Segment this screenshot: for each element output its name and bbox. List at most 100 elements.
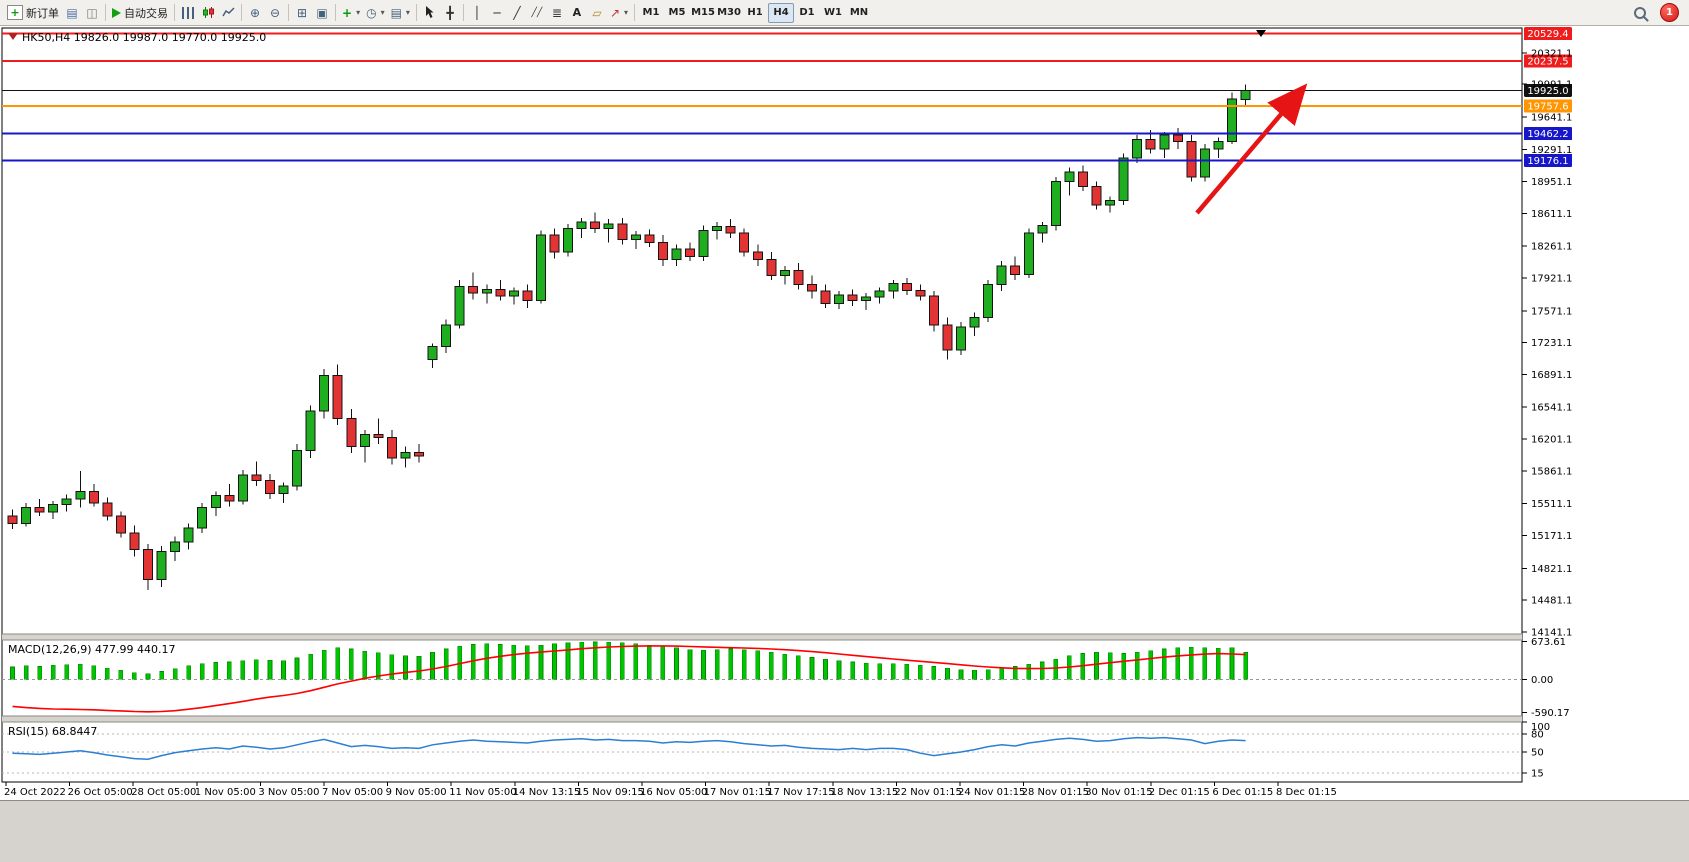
new-order-button[interactable]: + 新订单: [4, 3, 62, 23]
candle-up: [956, 326, 966, 351]
macd-bar: [1053, 658, 1059, 680]
candle-down: [901, 283, 912, 291]
macd-bar: [64, 664, 69, 680]
candle-down: [495, 288, 506, 297]
macd-bar: [389, 654, 395, 680]
bar-chart-button[interactable]: [178, 3, 198, 23]
timeframe-m5-button[interactable]: M5: [664, 3, 690, 23]
macd-bar: [1026, 663, 1032, 680]
price-axis-label: 18611.1: [1531, 209, 1572, 220]
price-axis-label: 15861.1: [1531, 466, 1572, 477]
macd-bar: [1216, 648, 1221, 680]
candle-down: [644, 234, 655, 243]
candle-up: [292, 449, 303, 487]
timeframe-h1-button[interactable]: H1: [742, 3, 768, 23]
macd-bar: [1134, 652, 1140, 680]
timeframe-m1-button[interactable]: M1: [638, 3, 664, 23]
candlestick-chart-button[interactable]: [198, 3, 218, 23]
toolbar-right: 1: [1630, 3, 1685, 23]
market-watch-button[interactable]: ▤: [62, 3, 82, 23]
timeframe-d1-button[interactable]: D1: [794, 3, 820, 23]
macd-bar: [904, 663, 910, 680]
toolbar-separator: [415, 4, 417, 21]
macd-bar: [1107, 652, 1113, 680]
horizontal-line-button[interactable]: ─: [487, 3, 507, 23]
label-button[interactable]: ▱: [587, 3, 607, 23]
macd-bar: [376, 652, 381, 680]
candle-up: [400, 451, 411, 459]
navigator-button[interactable]: ◫: [82, 3, 102, 23]
zoom-out-button[interactable]: ⊖: [265, 3, 285, 23]
candle-down: [264, 479, 275, 495]
candle-down: [806, 284, 817, 292]
price-axis-label: 18261.1: [1531, 242, 1572, 253]
toolbar-separator: [335, 4, 336, 21]
trendline-button[interactable]: ╱: [507, 3, 527, 23]
candle-down: [522, 290, 533, 302]
macd-bar: [836, 660, 842, 680]
time-axis-label: 28 Nov 01:15: [1022, 787, 1089, 798]
candle-up: [630, 234, 641, 241]
macd-bar: [227, 661, 232, 680]
arrange-windows-icon: ▣: [316, 5, 328, 20]
macd-bar: [1229, 647, 1235, 680]
candle-up: [874, 290, 885, 298]
macd-bar: [37, 666, 42, 680]
macd-bar: [552, 643, 557, 680]
candle-down: [7, 515, 18, 524]
horizontal-line-icon: ─: [493, 5, 501, 20]
toolbar-separator: [634, 4, 636, 21]
price-axis-label: 16891.1: [1531, 370, 1572, 381]
macd-bar: [755, 650, 761, 680]
candle-down: [1091, 185, 1102, 206]
timeframe-mn-button[interactable]: MN: [846, 3, 872, 23]
label-icon: ▱: [592, 5, 602, 20]
macd-bar: [823, 658, 828, 680]
trendline-icon: ╱: [513, 5, 521, 20]
macd-bar: [1012, 666, 1018, 680]
candle-up: [454, 286, 465, 326]
macd-bar: [321, 649, 327, 680]
add-indicator-button[interactable]: + ▾: [339, 3, 363, 23]
price-badge: [1524, 99, 1572, 113]
line-chart-button[interactable]: [218, 3, 238, 23]
macd-bar: [362, 650, 368, 680]
notification-badge[interactable]: 1: [1660, 3, 1679, 22]
macd-bar: [199, 663, 205, 680]
text-button[interactable]: A: [567, 3, 587, 23]
price-axis-label: 19291.1: [1531, 145, 1572, 156]
arrange-windows-button[interactable]: ▣: [312, 3, 332, 23]
chart-shift-marker-icon[interactable]: [1256, 30, 1266, 37]
fibonacci-button[interactable]: ≣: [547, 3, 567, 23]
timeframe-m15-button[interactable]: M15: [690, 3, 716, 23]
autotrading-button[interactable]: 自动交易: [109, 3, 171, 23]
toolbar-separator: [462, 4, 464, 21]
channel-button[interactable]: ╱╱: [527, 3, 547, 23]
timeframe-w1-button[interactable]: W1: [820, 3, 846, 23]
timeframe-h4-button[interactable]: H4: [768, 2, 795, 23]
tile-windows-button[interactable]: ⊞: [292, 3, 312, 23]
template-button[interactable]: ▤ ▾: [388, 3, 413, 23]
candle-up: [278, 485, 289, 495]
candle-up: [861, 296, 872, 302]
macd-bar: [796, 655, 801, 680]
pane-divider[interactable]: [2, 716, 1522, 722]
arrows-button[interactable]: ↗ ▾: [607, 3, 631, 23]
zoom-in-button[interactable]: ⊕: [245, 3, 265, 23]
cursor-button[interactable]: [420, 3, 440, 23]
macd-bar: [633, 643, 639, 680]
search-button[interactable]: [1630, 3, 1650, 23]
price-badge-value: 20237.5: [1527, 57, 1568, 68]
candle-down: [414, 451, 424, 457]
crosshair-button[interactable]: ╋: [440, 3, 460, 23]
tile-windows-icon: ⊞: [296, 5, 308, 20]
timeframe-m30-button[interactable]: M30: [716, 3, 742, 23]
price-axis-label: 16541.1: [1531, 403, 1572, 414]
vertical-line-button[interactable]: │: [467, 3, 487, 23]
pane-divider[interactable]: [2, 634, 1522, 640]
period-icon: ◷: [366, 5, 377, 20]
status-bar: [0, 800, 1689, 862]
trend-arrow[interactable]: [1195, 83, 1308, 215]
period-button[interactable]: ◷ ▾: [363, 3, 388, 23]
